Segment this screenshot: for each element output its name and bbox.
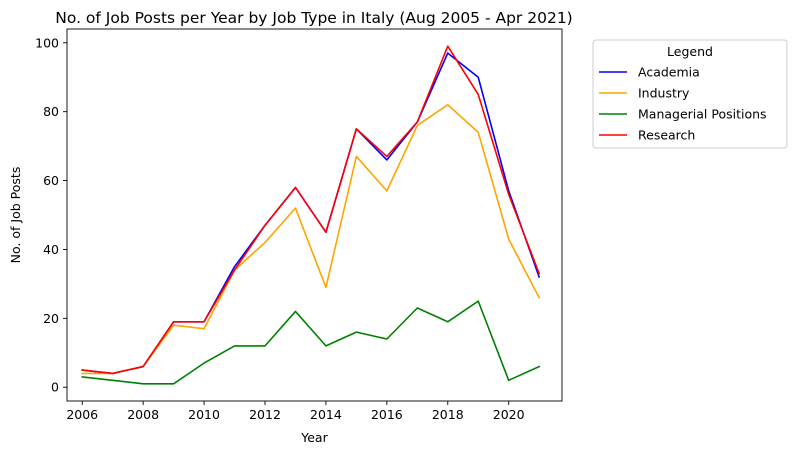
y-tick-label: 100 — [35, 35, 59, 50]
chart-title: No. of Job Posts per Year by Job Type in… — [55, 9, 572, 27]
x-tick-label: 2020 — [493, 407, 525, 422]
x-tick-label: 2014 — [310, 407, 342, 422]
axes-frame — [66, 28, 563, 402]
y-tick-label: 0 — [51, 380, 59, 395]
x-tick-label: 2008 — [127, 407, 159, 422]
y-tick-label: 20 — [43, 311, 59, 326]
series-line-industry — [81, 103, 541, 375]
y-tick-label: 60 — [43, 173, 59, 188]
y-tick-label: 40 — [43, 242, 59, 257]
x-tick-label: 2010 — [188, 407, 220, 422]
x-tick-label: 2006 — [66, 407, 98, 422]
x-tick-label: 2012 — [249, 407, 281, 422]
legend-entry-label: Academia — [638, 65, 700, 80]
x-axis-label: Year — [300, 430, 328, 445]
legend-entry-label: Industry — [638, 86, 690, 101]
legend: Legend Academia Industry Managerial Positi… — [592, 39, 788, 149]
series-line-research — [81, 45, 541, 375]
x-axis-ticks: 2006 2008 2010 2012 2014 2016 2018 2020 — [66, 401, 525, 422]
legend-entry-label: Research — [638, 128, 695, 143]
x-tick-label: 2018 — [432, 407, 464, 422]
legend-entry-label: Managerial Positions — [638, 107, 767, 122]
series-line-managerial-positions — [81, 300, 541, 385]
legend-title: Legend — [667, 44, 713, 59]
y-axis-label: No. of Job Posts — [8, 167, 23, 264]
x-tick-label: 2016 — [371, 407, 403, 422]
plot-area — [66, 28, 563, 402]
series-line-academia — [81, 52, 541, 375]
y-tick-label: 80 — [43, 104, 59, 119]
y-axis-ticks: 0 20 40 60 80 100 — [35, 35, 67, 395]
legend-frame — [592, 39, 788, 149]
